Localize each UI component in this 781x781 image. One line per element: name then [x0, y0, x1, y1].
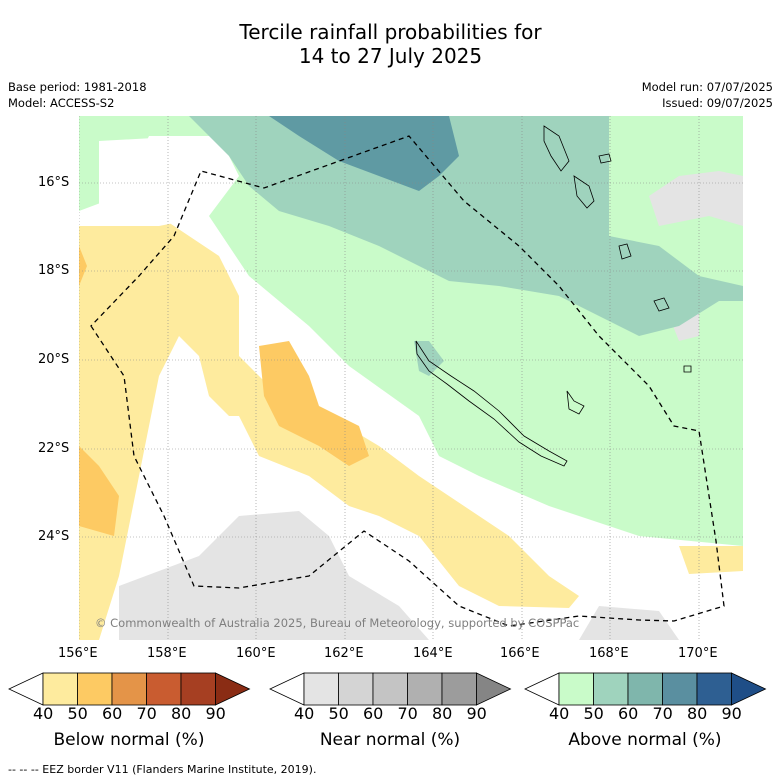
below-normal-60-region: [259, 341, 369, 466]
colorbar-near-normal: [269, 672, 512, 706]
colorbar-segment: [593, 672, 629, 706]
vanuatu-tanna-coastline: [683, 365, 692, 373]
coastlines: [415, 125, 692, 467]
vanuatu-southern-islands-coastline: [618, 243, 632, 260]
colorbar-segment: [180, 672, 216, 706]
colorbar-segment: [338, 672, 374, 706]
lat-label-18s: 18°S: [38, 263, 70, 278]
colorbar-extend-low: [269, 672, 305, 706]
loyalty-islands-coastline: [566, 390, 585, 415]
colorbar-segment: [627, 672, 663, 706]
lon-label-162e: 162°E: [324, 646, 364, 661]
colorbar-tick-label: 70: [136, 704, 157, 723]
lon-label-158e: 158°E: [147, 646, 187, 661]
colorbar-extend-high: [731, 672, 767, 706]
colorbar-above-normal: [524, 672, 767, 706]
near-normal-label: Near normal (%): [319, 730, 461, 750]
lon-label-160e: 160°E: [236, 646, 276, 661]
lon-label-156e: 156°E: [58, 646, 98, 661]
colorbar-tick-label: 80: [432, 704, 453, 723]
vanuatu-central-islands-coastline: [573, 175, 595, 209]
colorbar-tick-label: 50: [67, 704, 88, 723]
near-normal-50-region-northeast: [649, 171, 743, 226]
colorbar-extend-high: [215, 672, 251, 706]
colorbar-tick-label: 40: [549, 704, 570, 723]
colorbars: [8, 672, 767, 706]
lon-label-168e: 168°E: [589, 646, 629, 661]
lat-label-24s: 24°S: [38, 529, 70, 544]
below-normal-60-region-edge: [79, 246, 87, 286]
lat-label-22s: 22°S: [38, 441, 70, 456]
eez-footer-note: -- -- -- EEZ border V11 (Flanders Marine…: [8, 763, 317, 776]
colorbar-extend-low: [8, 672, 44, 706]
colorbar-tick-label: 70: [397, 704, 418, 723]
map-panel: © Commonwealth of Australia 2025, Bureau…: [79, 116, 743, 640]
colorbar-tick-label: 60: [618, 704, 639, 723]
colorbar-segment: [407, 672, 443, 706]
base-period: Base period: 1981-2018: [8, 80, 147, 94]
colorbar-tick-label: 80: [171, 704, 192, 723]
colorbar-extend-high: [476, 672, 512, 706]
graticule: [79, 116, 743, 640]
chart-title-line1: Tercile rainfall probabilities for: [239, 20, 542, 44]
colorbar-tick-label: 60: [363, 704, 384, 723]
colorbar-segment: [558, 672, 594, 706]
colorbar-segment: [662, 672, 698, 706]
below-normal-50-region-southeast: [679, 546, 743, 574]
vanuatu-espiritu-santo-coastline: [543, 125, 570, 172]
below-normal-60-region-west: [79, 446, 119, 536]
colorbar-segment: [42, 672, 78, 706]
colorbar-tick-label: 90: [466, 704, 487, 723]
above-normal-60-region: [189, 116, 743, 336]
eez-border: [90, 135, 725, 627]
colorbar-tick-label: 70: [652, 704, 673, 723]
colorbar-segment: [77, 672, 113, 706]
copyright-notice: © Commonwealth of Australia 2025, Bureau…: [95, 616, 579, 630]
vanuatu-malekula-coastline: [598, 153, 612, 164]
colorbar-tick-label: 80: [687, 704, 708, 723]
probability-map: © Commonwealth of Australia 2025, Bureau…: [79, 116, 743, 640]
lat-label-20s: 20°S: [38, 352, 70, 367]
colorbar-segment: [372, 672, 408, 706]
colorbar-tick-label: 60: [102, 704, 123, 723]
colorbar-tick-label: 50: [328, 704, 349, 723]
chart-title-line2: 14 to 27 July 2025: [298, 44, 483, 68]
near-normal-50-region: [119, 511, 429, 640]
below-normal-50-region-north: [79, 136, 239, 226]
issued-date: Issued: 09/07/2025: [662, 96, 773, 110]
colorbar-below-normal: [8, 672, 251, 706]
colorbar-segment: [111, 672, 147, 706]
lon-label-170e: 170°E: [678, 646, 718, 661]
colorbar-extend-low: [524, 672, 560, 706]
colorbar-tick-label: 40: [33, 704, 54, 723]
model-name: Model: ACCESS-S2: [8, 96, 115, 110]
near-normal-50-region-south: [579, 606, 679, 640]
below-normal-label: Below normal (%): [53, 730, 205, 750]
colorbar-tick-label: 40: [294, 704, 315, 723]
lat-label-16s: 16°S: [38, 175, 70, 190]
colorbar-segment: [146, 672, 182, 706]
vanuatu-efate-coastline: [653, 297, 670, 312]
new-caledonia-coastline: [415, 340, 568, 467]
above-normal-70-region: [269, 116, 459, 191]
colorbar-segment: [696, 672, 732, 706]
model-run: Model run: 07/07/2025: [641, 80, 773, 94]
colorbar-tick-label: 90: [721, 704, 742, 723]
above-normal-label: Above normal (%): [568, 730, 722, 750]
lon-label-164e: 164°E: [413, 646, 453, 661]
colorbar-tick-label: 50: [583, 704, 604, 723]
colorbar-segment: [441, 672, 477, 706]
colorbar-segment: [303, 672, 339, 706]
colorbar-tick-label: 90: [205, 704, 226, 723]
lon-label-166e: 166°E: [500, 646, 540, 661]
